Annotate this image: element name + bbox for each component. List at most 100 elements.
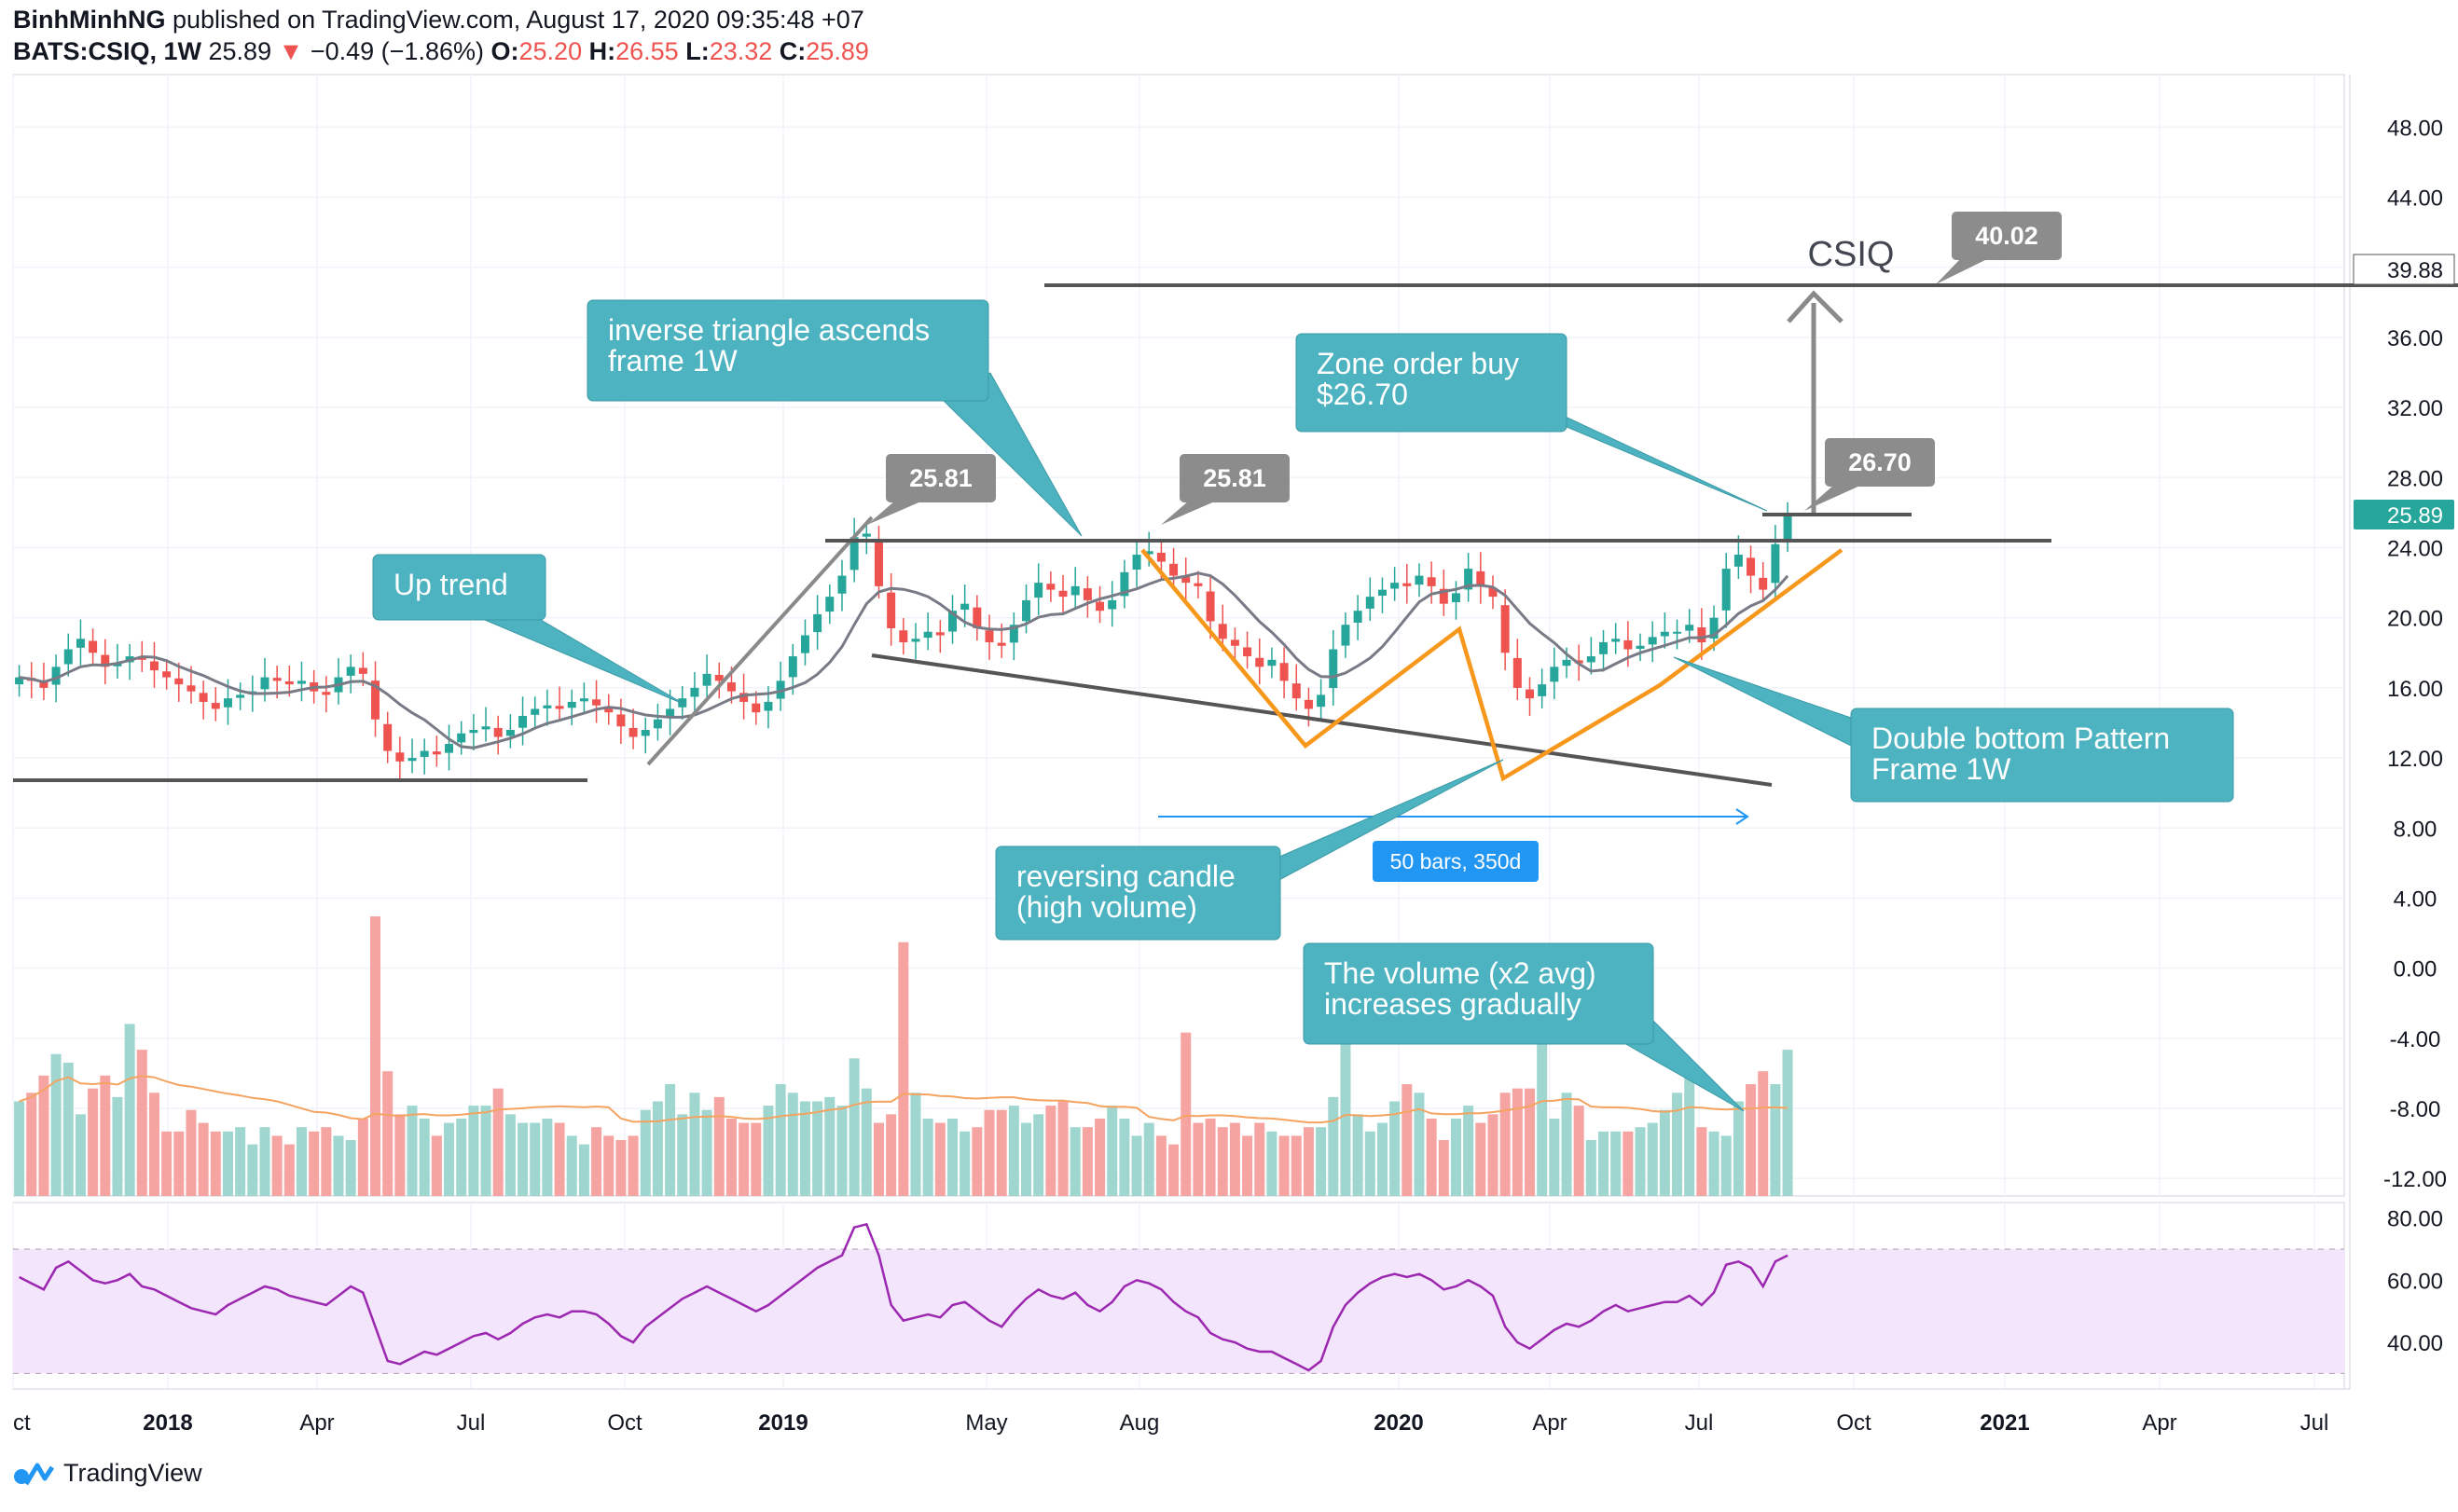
candle-body xyxy=(1538,684,1547,696)
publish-info: published on TradingView.com, August 17,… xyxy=(172,6,864,34)
volume-bar xyxy=(357,1118,368,1196)
price-chart[interactable]: 48.00 44.00 40.00 36.00 32.00 28.00 24.00 20.00… xyxy=(0,0,2458,1454)
volume-bar xyxy=(504,1114,516,1196)
volume-bar xyxy=(210,1131,221,1196)
volume-bar xyxy=(1316,1127,1327,1196)
tradingview-brand[interactable]: TradingView xyxy=(13,1459,202,1488)
volume-bar xyxy=(1635,1127,1646,1196)
volume-bar xyxy=(468,1106,479,1196)
candle-body xyxy=(1132,555,1141,570)
rsi-tick-label: 80.00 xyxy=(2387,1207,2443,1232)
candle-body xyxy=(51,667,61,685)
volume-bar xyxy=(1782,1050,1793,1196)
chart-symbol-label: CSIQ xyxy=(1808,235,1895,274)
volume-bar xyxy=(1303,1127,1314,1196)
volume-bar xyxy=(382,1071,394,1196)
note-inverse-triangle-text: inverse triangle ascends xyxy=(608,313,930,347)
price-tick-label: 16.00 xyxy=(2387,677,2443,702)
candle-body xyxy=(1439,588,1448,604)
volume-bar xyxy=(1696,1127,1707,1196)
volume-bar xyxy=(554,1122,565,1196)
moving-average-line xyxy=(19,571,1789,749)
level-label-bg xyxy=(2354,254,2454,285)
volume-bar xyxy=(186,1109,197,1196)
volume-bar xyxy=(530,1122,541,1196)
candle-body xyxy=(1329,649,1338,689)
candle-body xyxy=(371,680,380,720)
callout-25-81-a: 25.81 xyxy=(909,464,973,492)
time-tick-label: Jul xyxy=(2300,1410,2329,1436)
volume-bar xyxy=(480,1106,491,1196)
volume-bar xyxy=(419,1118,430,1196)
volume-bar xyxy=(1402,1084,1413,1196)
price-tick-label: 12.00 xyxy=(2387,747,2443,772)
candle-body xyxy=(1733,555,1743,567)
volume-bar xyxy=(701,1109,712,1196)
callout-25-81-b-pointer xyxy=(1161,501,1217,525)
low-label: L: xyxy=(685,37,710,65)
volume-bar xyxy=(148,1093,159,1196)
candle-body xyxy=(1353,611,1362,623)
candle-body xyxy=(923,631,932,639)
candle-body xyxy=(960,603,970,611)
rsi-band xyxy=(13,1249,2344,1374)
high-label: H: xyxy=(588,37,616,65)
candle-body xyxy=(1243,647,1252,657)
volume-bar xyxy=(566,1135,577,1196)
price-tick-label: -4.00 xyxy=(2390,1027,2441,1052)
time-tick-label: ct xyxy=(13,1410,31,1436)
candle-body xyxy=(1046,584,1056,590)
price-tick-label: 36.00 xyxy=(2387,326,2443,351)
volume-bar xyxy=(1131,1135,1142,1196)
volume-bar xyxy=(333,1135,344,1196)
candle-body xyxy=(1181,576,1191,584)
callout-25-81-b-box xyxy=(1180,454,1290,502)
callout-40-02: 40.02 xyxy=(1975,222,2038,250)
rsi-line xyxy=(19,1222,1788,1372)
candle-body xyxy=(813,613,822,633)
candle-body xyxy=(457,733,466,743)
candle-body xyxy=(1291,683,1301,699)
candle-body xyxy=(579,698,588,702)
volume-bar xyxy=(1021,1122,1032,1196)
volume-bar xyxy=(1549,1118,1560,1196)
candle-body xyxy=(776,680,785,699)
volume-bar xyxy=(812,1101,823,1196)
symbol-label[interactable]: BATS:CSIQ, 1W xyxy=(13,37,201,65)
callout-25-81-a-box xyxy=(886,454,996,502)
volume-bar xyxy=(1291,1135,1302,1196)
candle-body xyxy=(1341,625,1350,646)
candle-body xyxy=(714,674,724,681)
price-tick-label: 48.00 xyxy=(2387,116,2443,141)
volume-average-line xyxy=(19,1075,1788,1124)
close-label: C: xyxy=(779,37,807,65)
price-tick-label: 24.00 xyxy=(2387,537,2443,562)
volume-bar xyxy=(996,1109,1007,1196)
candle-body xyxy=(985,630,994,643)
close-value: 25.89 xyxy=(806,37,869,65)
candle-body xyxy=(702,673,711,686)
volume-bar xyxy=(1659,1109,1670,1196)
volume-bar xyxy=(1254,1122,1265,1196)
time-tick-label: Jul xyxy=(1685,1410,1714,1436)
candle-body xyxy=(531,708,540,715)
candle-body xyxy=(690,687,699,697)
candle-body xyxy=(432,751,441,755)
candle-body xyxy=(1574,660,1583,664)
candle-body xyxy=(1317,694,1326,708)
candle-body xyxy=(1451,593,1460,602)
candle-body xyxy=(874,541,883,586)
volume-bar xyxy=(787,1093,798,1196)
candle-body xyxy=(1771,543,1780,584)
volume-bar xyxy=(1181,1032,1192,1196)
note-volume-box xyxy=(1303,942,1654,1045)
candle-body xyxy=(481,726,490,730)
candle-body xyxy=(174,678,184,685)
price-pane xyxy=(12,74,2345,1197)
candle-body xyxy=(395,752,405,762)
volume-bar xyxy=(1082,1127,1093,1196)
candle-body xyxy=(1058,590,1068,598)
candle-body xyxy=(1267,659,1277,667)
volume-bar xyxy=(1684,1071,1695,1196)
candle-body xyxy=(445,744,454,753)
